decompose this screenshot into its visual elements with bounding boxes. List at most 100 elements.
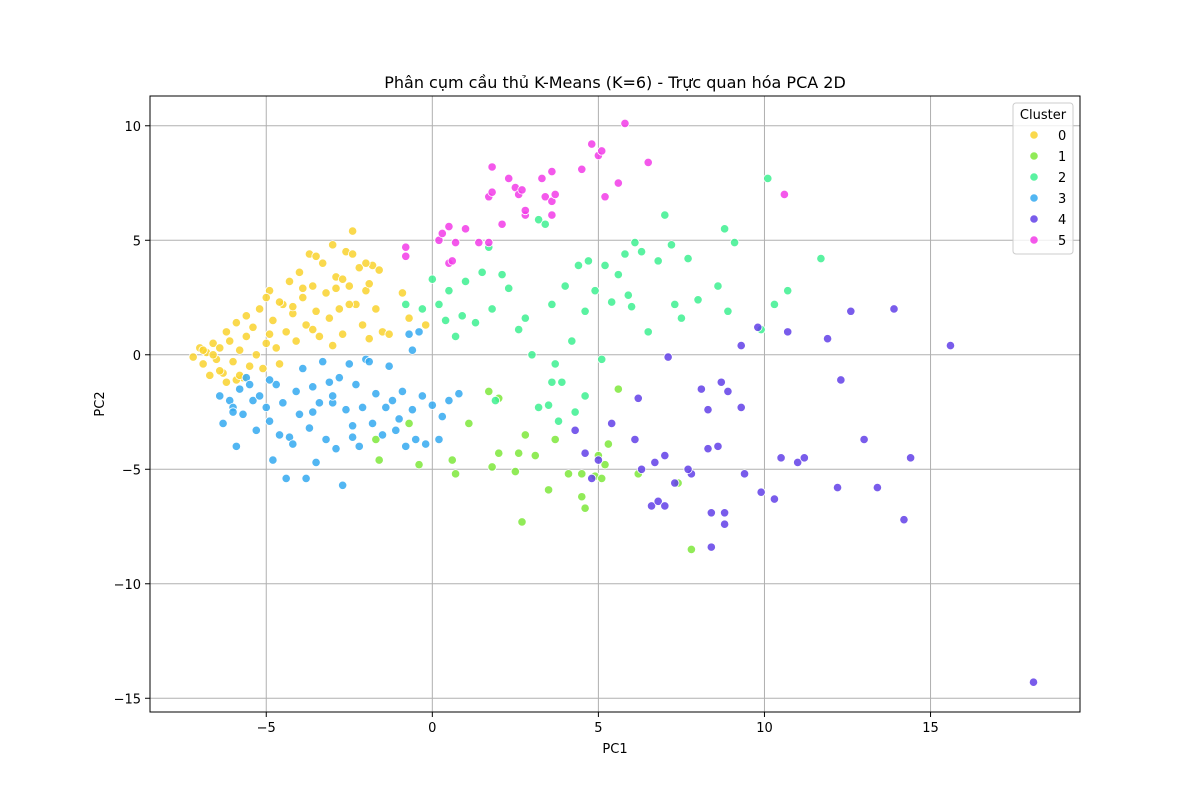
scatter-point-cluster-5 <box>497 219 507 229</box>
scatter-point-cluster-3 <box>298 363 308 374</box>
legend-marker-2 <box>1029 172 1039 182</box>
scatter-point-cluster-1 <box>447 455 457 465</box>
scatter-point-cluster-0 <box>318 258 328 268</box>
scatter-point-cluster-1 <box>514 448 524 458</box>
scatter-point-cluster-4 <box>1028 677 1039 687</box>
scatter-point-cluster-5 <box>547 166 557 177</box>
scatter-point-cluster-0 <box>291 336 301 346</box>
scatter-point-cluster-2 <box>676 313 687 323</box>
scatter-point-cluster-4 <box>660 501 670 511</box>
scatter-point-cluster-0 <box>221 377 231 387</box>
scatter-point-cluster-4 <box>706 542 716 552</box>
scatter-point-cluster-1 <box>577 469 587 479</box>
scatter-point-cluster-0 <box>324 313 334 323</box>
scatter-point-cluster-4 <box>799 453 809 463</box>
legend-title: Cluster <box>1020 108 1067 123</box>
scatter-point-cluster-3 <box>454 389 464 399</box>
scatter-point-cluster-0 <box>344 299 354 309</box>
y-axis-label: PC2 <box>93 391 108 416</box>
scatter-point-cluster-3 <box>354 441 364 451</box>
scatter-point-cluster-2 <box>557 377 567 387</box>
scatter-point-cluster-0 <box>311 306 321 316</box>
scatter-point-cluster-3 <box>407 405 417 415</box>
points <box>188 118 1039 687</box>
scatter-point-cluster-3 <box>348 421 358 431</box>
scatter-point-cluster-2 <box>477 267 487 277</box>
scatter-point-cluster-3 <box>251 425 261 435</box>
scatter-point-cluster-2 <box>607 297 617 307</box>
scatter-point-cluster-3 <box>397 386 408 397</box>
scatter-point-cluster-2 <box>783 286 793 296</box>
scatter-point-cluster-2 <box>600 260 610 271</box>
scatter-point-cluster-5 <box>401 242 411 252</box>
scatter-point-cluster-3 <box>334 373 344 383</box>
x-tick-label: 10 <box>756 721 773 736</box>
legend-label-3: 3 <box>1058 192 1066 207</box>
scatter-point-cluster-4 <box>720 508 730 518</box>
scatter-point-cluster-3 <box>444 395 454 406</box>
grid <box>150 96 1080 712</box>
scatter-point-cluster-5 <box>550 189 560 200</box>
scatter-point-cluster-0 <box>225 336 235 346</box>
legend-label-1: 1 <box>1058 150 1066 165</box>
scatter-point-cluster-2 <box>527 350 537 360</box>
scatter-point-cluster-4 <box>832 482 843 493</box>
scatter-point-cluster-0 <box>208 338 218 348</box>
scatter-point-cluster-4 <box>593 455 603 465</box>
scatter-point-cluster-3 <box>401 441 411 451</box>
y-tick-label: 5 <box>133 234 141 249</box>
scatter-point-cluster-2 <box>713 281 723 291</box>
scatter-point-cluster-5 <box>600 192 610 202</box>
scatter-point-cluster-2 <box>497 270 507 280</box>
scatter-point-cluster-0 <box>281 327 291 337</box>
scatter-point-cluster-4 <box>836 375 846 385</box>
scatter-point-cluster-2 <box>580 391 590 401</box>
scatter-point-cluster-4 <box>703 444 713 454</box>
scatter-point-cluster-3 <box>261 402 271 413</box>
scatter-point-cluster-4 <box>769 494 780 504</box>
scatter-point-cluster-5 <box>487 162 497 172</box>
scatter-point-cluster-4 <box>663 352 673 362</box>
scatter-point-cluster-0 <box>274 359 285 369</box>
scatter-point-cluster-2 <box>570 407 580 417</box>
scatter-point-cluster-2 <box>547 377 557 387</box>
scatter-point-cluster-0 <box>235 345 245 355</box>
scatter-point-cluster-1 <box>530 450 540 461</box>
scatter-point-cluster-3 <box>434 434 444 445</box>
legend-marker-4 <box>1029 214 1039 224</box>
scatter-point-cluster-1 <box>404 418 414 429</box>
scatter-point-cluster-2 <box>643 327 653 337</box>
scatter-point-cluster-5 <box>779 189 789 200</box>
scatter-point-cluster-1 <box>580 503 590 513</box>
scatter-point-cluster-0 <box>215 343 225 353</box>
scatter-point-cluster-5 <box>450 237 461 248</box>
scatter-point-cluster-2 <box>627 302 637 312</box>
scatter-point-cluster-2 <box>560 281 570 291</box>
scatter-point-cluster-3 <box>218 418 228 429</box>
scatter-point-cluster-4 <box>889 304 899 314</box>
scatter-point-cluster-4 <box>720 519 730 529</box>
scatter-point-cluster-2 <box>613 270 623 280</box>
scatter-point-cluster-0 <box>205 370 215 380</box>
scatter-point-cluster-4 <box>630 434 640 445</box>
scatter-point-cluster-0 <box>245 361 255 371</box>
scatter-point-cluster-3 <box>421 439 431 449</box>
scatter-point-cluster-5 <box>474 237 484 248</box>
scatter-point-cluster-5 <box>537 173 547 184</box>
scatter-point-cluster-4 <box>899 515 909 525</box>
scatter-point-cluster-1 <box>484 386 494 397</box>
scatter-point-cluster-4 <box>756 487 766 497</box>
scatter-point-cluster-0 <box>421 320 431 330</box>
scatter-point-cluster-2 <box>729 237 740 248</box>
y-tick-label: −5 <box>122 463 141 478</box>
legend-marker-3 <box>1029 193 1039 203</box>
scatter-point-cluster-5 <box>460 224 471 234</box>
scatter-point-cluster-0 <box>308 281 318 291</box>
legend-marker-0 <box>1029 130 1039 140</box>
scatter-point-cluster-5 <box>437 228 447 238</box>
scatter-point-cluster-0 <box>364 279 374 289</box>
scatter-point-cluster-0 <box>321 288 331 298</box>
scatter-point-cluster-2 <box>520 313 530 323</box>
scatter-point-cluster-3 <box>411 434 421 445</box>
